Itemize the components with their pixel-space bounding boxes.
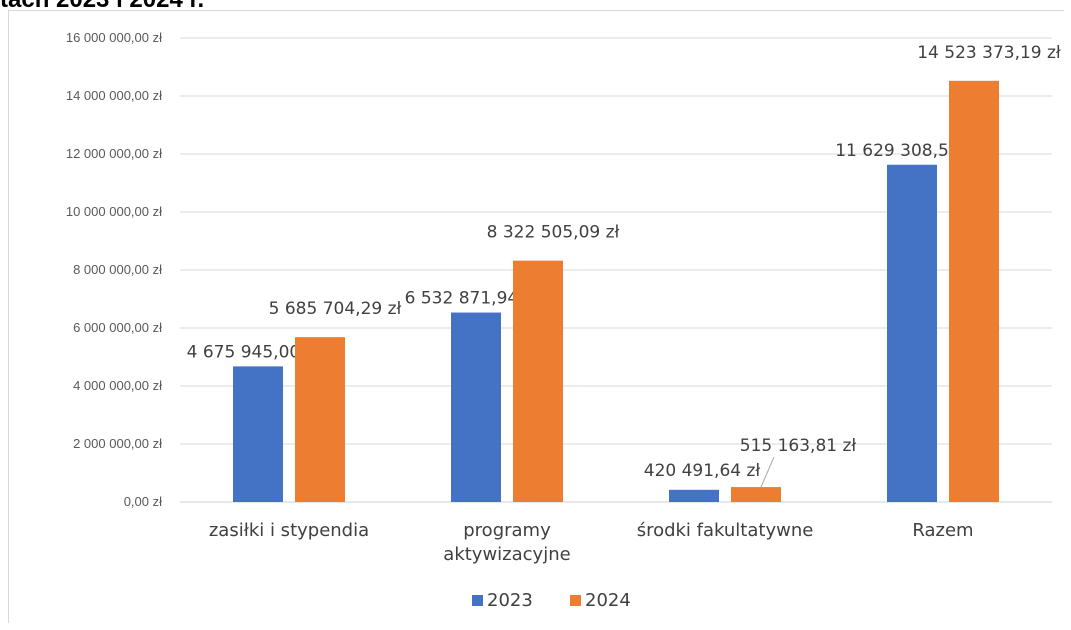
y-tick-label: 14 000 000,00 zł xyxy=(66,88,162,103)
data-label-2024: 5 685 704,29 zł xyxy=(269,299,402,319)
y-tick-label: 0,00 zł xyxy=(124,494,162,509)
y-tick-label: 2 000 000,00 zł xyxy=(73,436,162,451)
legend-swatch-2024 xyxy=(570,595,581,606)
bar-2024 xyxy=(949,80,999,502)
legend-label-2024: 2024 xyxy=(585,590,631,611)
data-label-2023: 4 675 945,00 zł xyxy=(187,342,320,362)
y-tick-label: 12 000 000,00 zł xyxy=(66,146,162,161)
legend-label-2023: 2023 xyxy=(487,590,533,611)
y-tick-label: 16 000 000,00 zł xyxy=(66,30,162,45)
x-tick-label: programy xyxy=(463,520,551,541)
x-tick-label: aktywizacyjne xyxy=(443,544,570,565)
x-tick-label: zasiłki i stypendia xyxy=(209,520,369,541)
x-tick-label: Razem xyxy=(912,520,973,541)
page-heading-fragment: tach 2023 i 2024 r. xyxy=(0,0,204,14)
bar-2024 xyxy=(513,260,563,502)
data-label-2023: 11 629 308,58 zł xyxy=(835,141,979,161)
y-tick-label: 10 000 000,00 zł xyxy=(66,204,162,219)
data-label-2024: 14 523 373,19 zł xyxy=(917,43,1061,63)
data-label-2024: 515 163,81 zł xyxy=(740,436,857,456)
data-label-2023: 420 491,64 zł xyxy=(644,461,761,481)
data-label-2024: 8 322 505,09 zł xyxy=(487,223,620,243)
bar-2023 xyxy=(233,366,283,502)
y-tick-label: 4 000 000,00 zł xyxy=(73,378,162,393)
y-tick-label: 6 000 000,00 zł xyxy=(73,320,162,335)
bar-2023 xyxy=(669,489,719,502)
bar-2024 xyxy=(731,487,781,502)
data-label-2023: 6 532 871,94 zł xyxy=(405,289,538,309)
bar-2023 xyxy=(451,312,501,502)
bar-2024 xyxy=(295,337,345,502)
y-tick-label: 8 000 000,00 zł xyxy=(73,262,162,277)
legend-swatch-2023 xyxy=(472,595,483,606)
x-tick-label: środki fakultatywne xyxy=(637,520,814,541)
leader-line xyxy=(760,456,775,488)
bar-2023 xyxy=(887,164,937,502)
